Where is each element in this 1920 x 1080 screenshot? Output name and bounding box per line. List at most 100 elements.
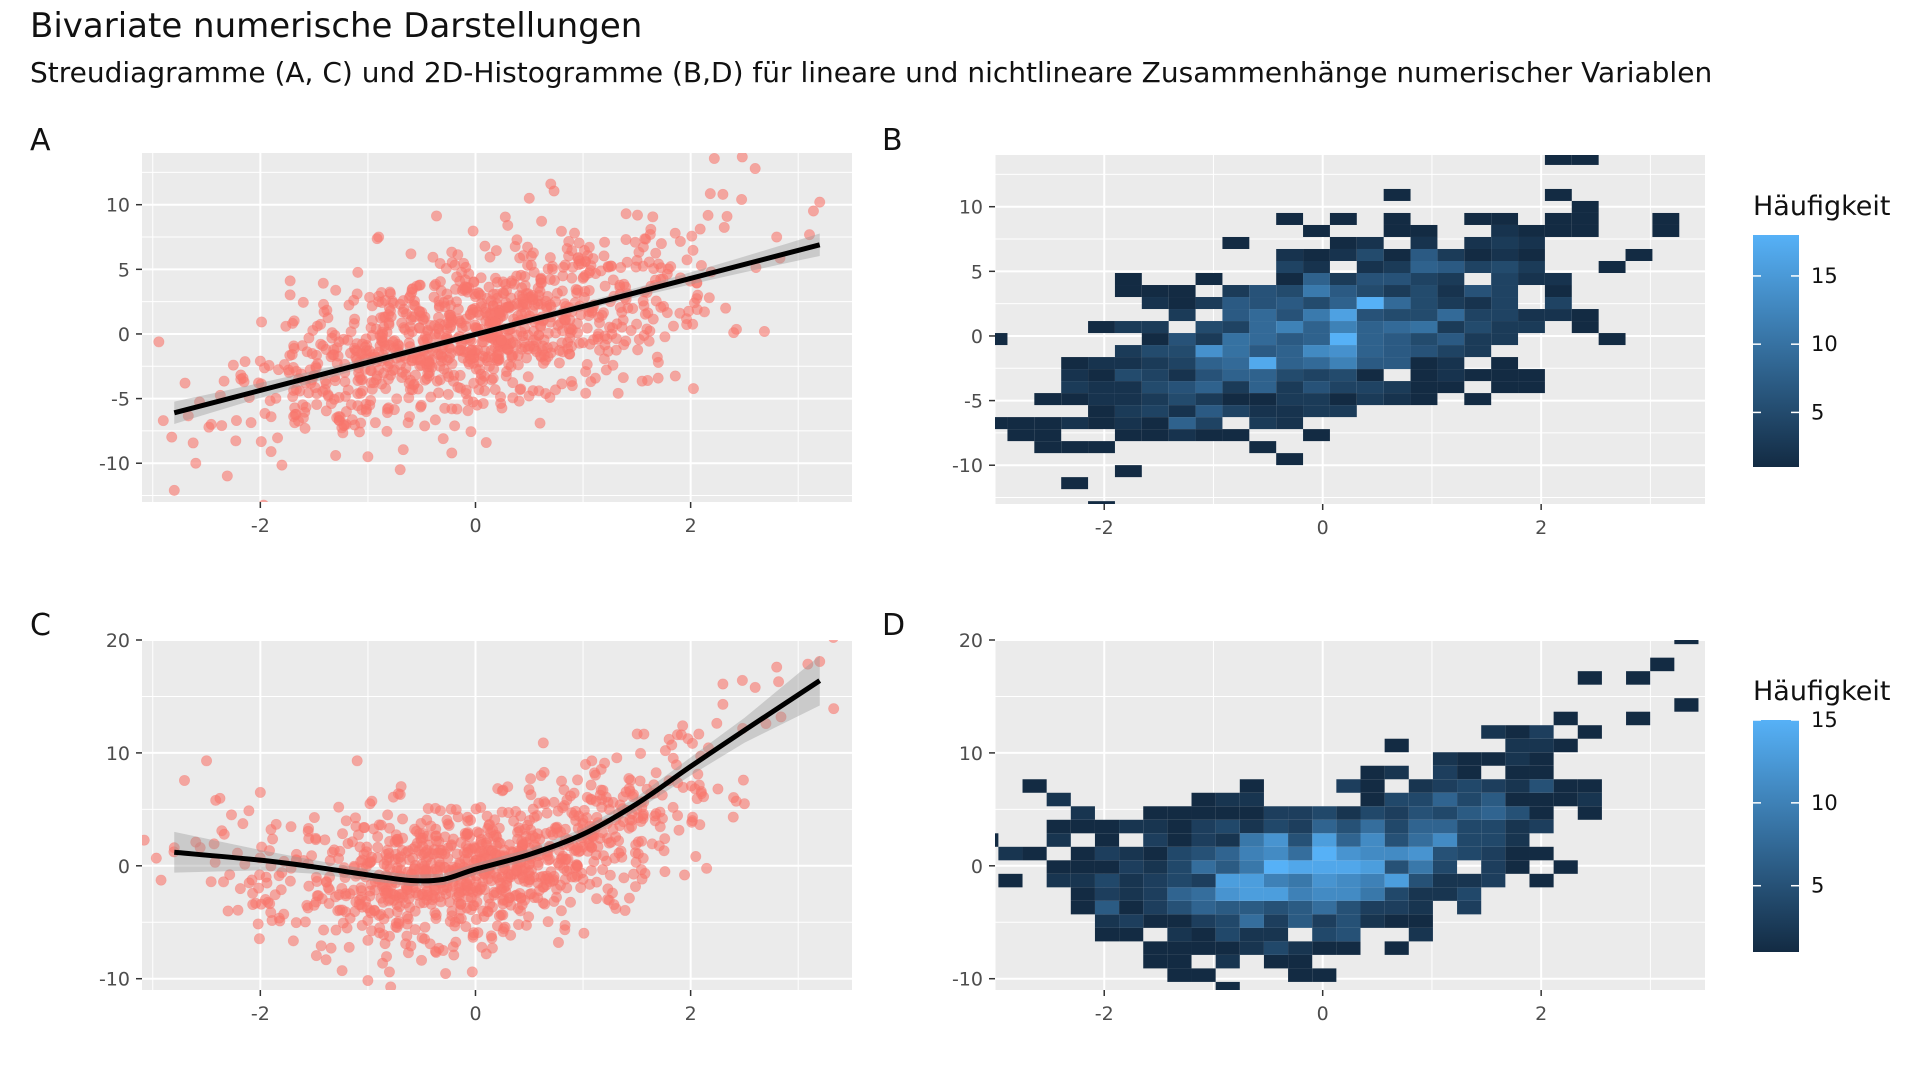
data-point: [412, 383, 424, 395]
histogram-bin: [1263, 860, 1289, 874]
histogram-bin: [1652, 224, 1680, 237]
data-point: [545, 178, 557, 190]
data-point: [451, 848, 463, 860]
histogram-bin: [1114, 381, 1142, 394]
histogram-bin: [1329, 285, 1357, 298]
histogram-bin: [1577, 806, 1602, 820]
data-point: [303, 822, 315, 834]
data-point: [324, 855, 336, 867]
data-point: [381, 951, 393, 963]
data-point: [480, 837, 492, 849]
data-point: [443, 371, 455, 383]
data-point: [284, 289, 296, 301]
histogram-bin: [1276, 309, 1304, 322]
data-point: [749, 163, 761, 175]
histogram-bin: [1195, 345, 1223, 358]
data-point: [255, 436, 267, 448]
histogram-bin: [1356, 285, 1384, 298]
data-point: [568, 787, 580, 799]
histogram-bin: [1383, 357, 1411, 370]
data-point: [310, 950, 322, 962]
data-point: [379, 888, 391, 900]
histogram-bin: [1360, 819, 1385, 834]
data-point: [728, 327, 740, 339]
histogram-bin: [1141, 321, 1169, 334]
histogram-bin: [1491, 357, 1519, 370]
data-point: [247, 887, 259, 899]
histogram-bin: [1061, 417, 1089, 430]
data-point: [460, 388, 472, 400]
data-point: [380, 383, 392, 395]
histogram-bin: [1437, 248, 1465, 261]
histogram-bin: [1215, 873, 1240, 888]
histogram-bin: [1276, 333, 1304, 346]
histogram-bin: [1215, 981, 1240, 990]
histogram-bin: [1094, 860, 1120, 874]
data-point: [256, 841, 268, 853]
data-point: [502, 781, 514, 793]
histogram-bin: [1119, 860, 1144, 874]
data-point: [552, 805, 564, 817]
data-point: [325, 398, 337, 410]
histogram-bin: [1303, 345, 1330, 358]
data-point: [404, 374, 416, 386]
data-point: [455, 898, 467, 910]
data-point: [659, 833, 671, 845]
histogram-bin: [1191, 873, 1216, 888]
histogram-bin: [1571, 309, 1599, 322]
histogram-bin: [1114, 285, 1142, 298]
data-point: [561, 794, 573, 806]
data-point: [409, 924, 421, 936]
histogram-bin: [1408, 833, 1433, 847]
data-point: [221, 470, 233, 482]
data-point: [561, 243, 573, 255]
data-point: [490, 245, 502, 257]
data-point: [351, 755, 363, 767]
data-point: [318, 924, 330, 936]
data-point: [623, 822, 635, 834]
data-point: [528, 334, 540, 346]
data-point: [650, 767, 662, 779]
histogram-bin: [1222, 309, 1250, 322]
data-point: [659, 866, 671, 878]
histogram-bin: [1432, 792, 1458, 807]
histogram-bin: [1437, 321, 1465, 334]
data-point: [205, 418, 217, 430]
data-point: [606, 328, 618, 340]
histogram-bin: [1168, 429, 1196, 442]
histogram-bin: [995, 333, 1008, 346]
histogram-bin: [1061, 381, 1089, 394]
data-point: [573, 237, 585, 249]
data-point: [356, 854, 368, 866]
histogram-bin: [1529, 725, 1554, 739]
histogram-bin: [1432, 887, 1458, 901]
data-point: [280, 320, 292, 332]
data-point: [488, 363, 500, 375]
histogram-bin: [1276, 417, 1304, 430]
histogram-bin: [1141, 357, 1169, 370]
data-point: [247, 899, 259, 911]
histogram-bin: [1410, 224, 1438, 237]
histogram-bin: [1168, 393, 1196, 406]
histogram-bin: [1094, 914, 1120, 928]
histogram-bin: [1432, 806, 1458, 820]
histogram-bin: [1007, 429, 1035, 442]
data-point: [385, 981, 397, 990]
data-point: [508, 815, 520, 827]
data-point: [503, 807, 515, 819]
data-point: [434, 805, 446, 817]
histogram-bin: [1167, 860, 1192, 874]
data-point: [427, 889, 439, 901]
data-point: [485, 930, 497, 942]
data-point: [471, 306, 483, 318]
data-point: [218, 375, 230, 387]
histogram-bin: [1383, 212, 1411, 225]
histogram-bin: [1215, 819, 1240, 834]
data-point: [234, 883, 246, 895]
histogram-bin: [1432, 873, 1458, 888]
y-tick-label: 0: [118, 856, 130, 878]
histogram-bin: [1408, 819, 1433, 834]
histogram-bin: [1383, 188, 1411, 201]
histogram-bin: [1329, 393, 1357, 406]
histogram-bin: [1303, 309, 1330, 322]
